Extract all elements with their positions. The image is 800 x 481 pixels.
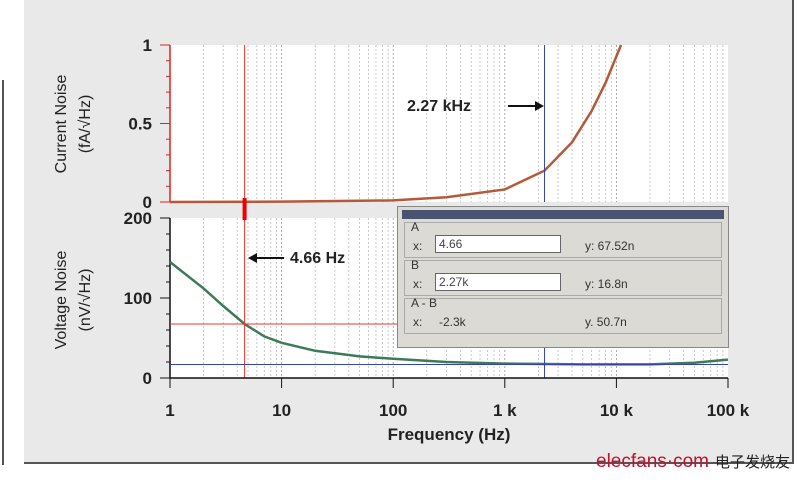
- x-tick-label: 1 k: [493, 401, 517, 420]
- voltage-noise-label: Voltage Noise: [53, 251, 70, 350]
- diff-y-value: y. 50.7n: [585, 315, 627, 329]
- x-tick-label: 10 k: [600, 401, 634, 420]
- diff-x-value: -2.3k: [439, 315, 466, 329]
- cursor-a-label: A: [411, 220, 420, 234]
- annotation-b: 2.27 kHz: [407, 98, 471, 115]
- cursor-b-x-input[interactable]: [435, 273, 561, 291]
- x-tick-label: 1: [165, 401, 174, 420]
- cursor-b-label: B: [411, 258, 420, 272]
- y-tick-label: 0: [143, 369, 152, 388]
- cursor-b-y-value: y: 16.8n: [585, 277, 628, 291]
- arrow-a-head: [248, 253, 257, 263]
- cursor-b-group: B x: y: 16.8n: [404, 258, 722, 296]
- watermark-logo: elecfans·com 电子发烧友: [596, 451, 791, 472]
- cursor-a-x-input[interactable]: [435, 235, 561, 253]
- border-line: [2, 80, 4, 465]
- series-line: [169, 44, 623, 204]
- annotation-a: 4.66 Hz: [290, 250, 345, 267]
- cursor-a-group: A x: y: 67.52n: [404, 220, 722, 258]
- x-tick-label: 100 k: [707, 401, 750, 420]
- y-tick-label: 100: [124, 289, 152, 308]
- voltage-noise-unit: (nV/√Hz): [77, 268, 94, 331]
- y-tick-label: 200: [124, 209, 152, 228]
- y-tick-label: 0.5: [128, 115, 152, 134]
- x-label: x:: [413, 239, 423, 253]
- x-label: x:: [413, 315, 423, 329]
- y-tick-label: 0: [143, 193, 152, 212]
- current-noise-label: Current Noise: [53, 75, 70, 174]
- cursor-diff-group: A - B x: -2.3k y. 50.7n: [404, 296, 722, 334]
- x-label: x:: [413, 277, 423, 291]
- window-title-bar[interactable]: [402, 210, 724, 219]
- y-tick-label: 1: [143, 36, 152, 55]
- current-noise-unit: (fA/√Hz): [77, 95, 94, 154]
- x-axis-label: Frequency (Hz): [388, 425, 511, 444]
- cursor-diff-label: A - B: [411, 296, 438, 310]
- cursor-a-y-value: y: 67.52n: [585, 239, 635, 253]
- cursor-a-handle: [242, 198, 247, 220]
- plot-area: [170, 45, 728, 202]
- arrow-b-head: [535, 101, 544, 111]
- x-tick-label: 100: [379, 401, 407, 420]
- x-tick-label: 10: [272, 401, 291, 420]
- cursor-readout-window[interactable]: A x: y: 67.52n B x: y: 16.8n A - B x: -2…: [397, 206, 729, 348]
